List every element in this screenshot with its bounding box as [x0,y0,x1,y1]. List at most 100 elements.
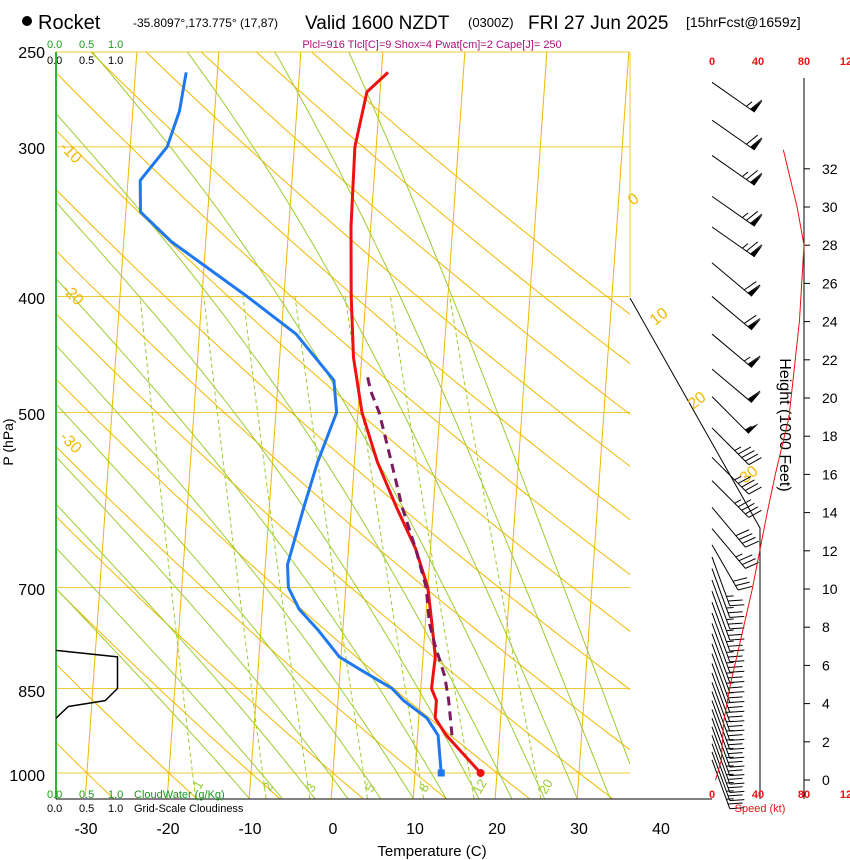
barb-full [728,724,743,727]
barb-staff [711,623,731,673]
wind-barb-675 [711,568,745,618]
dry-adiabat-30 [56,313,613,799]
barb-full [729,790,745,793]
wind-barb-545 [711,456,762,495]
barb-staff [711,568,731,618]
barb-staff [711,81,755,113]
barb-staff [711,726,731,776]
x-tick-10: 10 [406,821,424,838]
barb-full [729,747,745,750]
barb-flag [750,100,763,113]
p-tick-300: 300 [18,141,45,158]
barb-full [743,314,757,324]
x-tick-40: 40 [652,821,670,838]
wind-barb-765 [711,633,745,684]
moist-adiabat-26 [91,52,545,799]
p-tick-700: 700 [18,582,45,599]
barb-staff [711,691,731,741]
speed-bottom-0: 0 [709,789,715,801]
barb-half [726,672,734,674]
isotherm--10 [248,52,302,799]
station-coords: -35.8097°,173.775° (17,87) [133,16,278,30]
p-tick-250: 250 [18,45,45,62]
cloudwater-top-ticks: 0.0 0.5 1.0 0.0 0.5 1.0 [47,39,123,67]
barb-full [750,99,763,110]
wind-barb-305 [711,155,763,186]
barb-half [726,773,734,776]
isotherm--20 [166,52,220,799]
barb-full [728,802,743,805]
barb-half [741,212,749,219]
isotherm-10 [412,52,466,799]
barb-flag [750,173,763,186]
dry-adiabat-0 [56,515,364,799]
barb-full [747,284,761,294]
speed-top-40: 40 [752,56,764,68]
barb-full [741,450,755,459]
barb-staff [711,556,731,606]
cloud-bottom-tick-0: 0.0 [47,803,62,815]
h-tick-6: 6 [822,657,830,673]
speed-bottom-40: 40 [752,789,764,801]
mix-label-20: 20 [536,776,556,796]
speed-top-80: 80 [798,56,810,68]
cw-bottom-tick-2: 1.0 [108,789,123,801]
moist-adiabat--2 [56,503,316,799]
mix-label-3: 3 [303,781,320,795]
h-tick-4: 4 [822,696,830,712]
barb-full [741,502,755,511]
barb-full [746,169,759,180]
barb-staff [711,368,753,403]
barb-full [750,213,763,224]
barb-staff [711,643,731,693]
cw-top-tick-0: 0.0 [47,39,62,51]
dry-adiabat-50 [56,188,630,691]
pressure-axis: 250 300 400 500 700 850 1000 [9,45,45,785]
barb-full [729,782,745,785]
x-tick--20: -20 [156,821,179,838]
isotherm--30 [84,52,138,799]
speed-profile-line [715,149,805,781]
wind-barb-330 [711,195,763,227]
wind-barb-375 [711,262,761,297]
barb-half [734,446,742,451]
barb-flag [750,214,763,227]
barb-full [748,509,762,518]
barb-full [738,554,753,562]
barb-full [729,660,745,663]
moist-adiabat-14 [56,277,447,799]
dry-adiabats [56,52,630,799]
barb-full [748,486,762,495]
wind-barb-600 [711,507,759,548]
dry-label-m10: -10 [56,139,84,167]
barb-half [726,790,734,792]
x-tick--30: -30 [74,821,97,838]
p-tick-500: 500 [18,407,45,424]
wind-barb-915 [711,726,745,777]
barb-full [743,281,757,291]
barb-full [729,604,745,607]
speed-bottom-120: 12 [840,789,850,801]
barb-half [726,629,734,632]
barb-full [729,670,745,673]
h-tick-18: 18 [822,428,838,444]
barb-flag [750,138,763,150]
barb-flag [748,319,761,330]
speed-top-120: 12 [840,56,850,68]
barb-full [729,681,745,684]
speed-bottom-ticks: 0 40 80 12 Speed (kt) [709,789,850,815]
barb-full [728,696,743,699]
barb-full [729,691,745,694]
barb-flag [748,285,761,297]
barb-staff [711,333,753,368]
mixing-ratio-5 [294,296,368,799]
dry-adiabat-10 [56,445,447,799]
barb-full [728,715,743,718]
wind-barb-705 [711,591,745,641]
barb-full [729,638,745,641]
dry-adiabat-60 [56,129,630,632]
frame-diagonal [629,297,761,799]
wind-barb-750 [711,623,745,673]
p-tick-400: 400 [18,291,45,308]
